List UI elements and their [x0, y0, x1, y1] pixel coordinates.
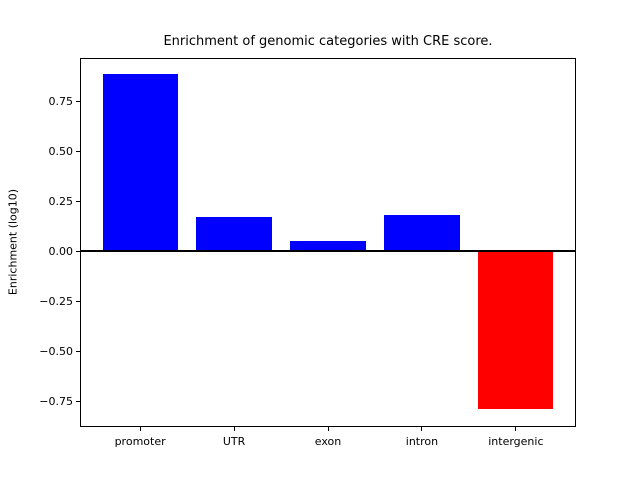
y-tick-label: 0.50 — [48, 144, 74, 158]
y-tick-mark — [76, 101, 80, 103]
y-tick-label: −0.75 — [39, 394, 73, 408]
bar-exon — [290, 241, 366, 252]
x-tick-label-UTR: UTR — [222, 435, 246, 449]
x-tick-mark — [233, 427, 235, 432]
y-tick-mark — [76, 200, 80, 202]
bar-UTR — [196, 217, 272, 252]
x-tick-label-intergenic: intergenic — [488, 435, 544, 449]
chart-title: Enrichment of genomic categories with CR… — [163, 34, 493, 49]
zero-line — [80, 250, 576, 253]
x-tick-mark — [421, 427, 423, 432]
y-tick-label: −0.25 — [39, 294, 73, 308]
y-tick-mark — [76, 300, 80, 302]
x-tick-mark — [139, 427, 141, 432]
y-tick-mark — [76, 350, 80, 352]
y-tick-mark — [76, 150, 80, 152]
x-tick-label-promoter: promoter — [114, 435, 166, 449]
x-tick-mark — [515, 427, 517, 432]
y-tick-label: 0.00 — [48, 244, 74, 258]
x-tick-mark — [327, 427, 329, 432]
bar-intergenic — [478, 251, 554, 410]
bar-promoter — [102, 73, 178, 252]
y-tick-label: 0.25 — [48, 194, 74, 208]
x-tick-label-intron: intron — [405, 435, 439, 449]
y-tick-mark — [76, 250, 80, 252]
y-tick-mark — [76, 400, 80, 402]
x-tick-label-exon: exon — [314, 435, 342, 449]
y-tick-label: 0.75 — [48, 95, 74, 109]
y-tick-label: −0.50 — [39, 344, 73, 358]
bar-intron — [384, 215, 460, 252]
